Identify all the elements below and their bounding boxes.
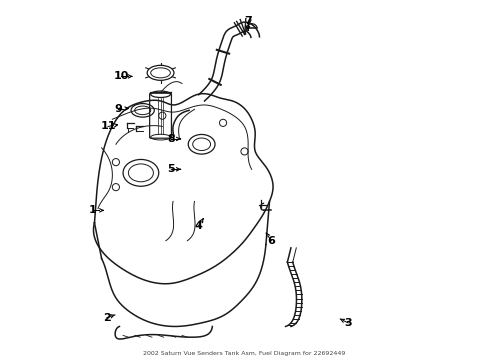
Text: 11: 11 (100, 121, 116, 131)
Text: 3: 3 (344, 318, 351, 328)
Text: 1: 1 (89, 205, 96, 215)
Text: 2002 Saturn Vue Senders Tank Asm, Fuel Diagram for 22692449: 2002 Saturn Vue Senders Tank Asm, Fuel D… (143, 351, 345, 356)
Text: 6: 6 (267, 236, 275, 246)
Text: 9: 9 (114, 104, 122, 113)
Text: 7: 7 (244, 16, 251, 26)
Text: 4: 4 (194, 221, 202, 231)
Text: 5: 5 (167, 164, 175, 174)
Text: 8: 8 (167, 134, 175, 144)
Text: 10: 10 (113, 71, 129, 81)
Text: 2: 2 (103, 312, 111, 323)
